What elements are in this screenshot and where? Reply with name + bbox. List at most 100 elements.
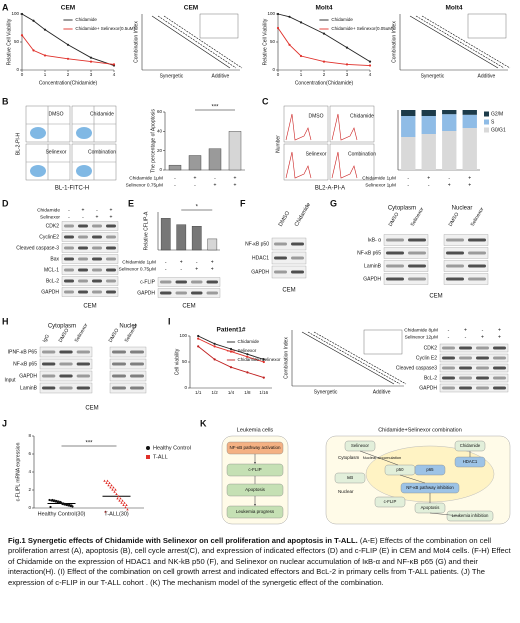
diagram-title: Chidamide+Selinexor combination: [378, 427, 462, 433]
chart-title: Patient1#: [217, 327, 246, 334]
band: [112, 362, 126, 366]
bar-segment: [462, 128, 477, 170]
band: [160, 291, 172, 295]
band: [76, 386, 90, 390]
blot-label: GAPDH: [363, 276, 381, 282]
point: [197, 334, 200, 338]
sign: -: [165, 259, 167, 265]
dot: [119, 497, 122, 500]
axis-title: Combination Index: [283, 337, 289, 379]
legend-marker: [146, 446, 150, 450]
blot-strip: [443, 260, 489, 272]
blot-strip: [39, 358, 93, 370]
axis-title: Synergetic: [160, 73, 184, 79]
caption-title: Fig.1 Synergetic effects of Chidamide wi…: [8, 536, 358, 545]
x-tick-label: 1/1: [195, 390, 202, 395]
band: [476, 356, 489, 360]
blot-strip: [61, 254, 119, 264]
point: [32, 49, 35, 52]
sign: -: [68, 214, 70, 220]
panel-label: D: [2, 198, 9, 208]
band: [476, 376, 489, 380]
band: [106, 268, 116, 272]
legend-label: Chidamide+Selinexor: [238, 357, 281, 362]
panel-label: F: [240, 198, 246, 208]
dot: [68, 503, 71, 507]
blot-label: CDK2: [46, 223, 60, 229]
dot: [70, 504, 73, 507]
band: [468, 238, 486, 242]
histogram-curve: [285, 113, 312, 141]
y-tick-label: 50: [270, 39, 276, 44]
node-box: [226, 505, 284, 519]
histogram-plot: [329, 105, 375, 143]
point: [89, 60, 93, 63]
y-tick-label: 0: [28, 505, 31, 510]
condition-label: Chidamide: [37, 207, 60, 213]
band: [64, 268, 74, 272]
group-label: Nuclear: [452, 206, 473, 212]
dot: [66, 503, 69, 506]
compartment-label: Cytoplasm: [338, 455, 360, 460]
bar: [188, 155, 202, 171]
sign: -: [465, 334, 467, 340]
y-tick-label: 0: [16, 67, 19, 72]
axis-title: Cell viability: [174, 348, 180, 375]
sign: +: [234, 175, 237, 181]
sign: +: [211, 259, 214, 265]
point: [213, 358, 216, 361]
band: [106, 235, 116, 239]
x-tick-label: 0: [21, 72, 24, 77]
cell-line: CEM: [85, 406, 98, 412]
axis-line: [163, 15, 243, 69]
blot-strip: [439, 363, 509, 373]
sign: +: [180, 259, 183, 265]
dot: [116, 497, 119, 500]
legend-label: Chidamide: [238, 339, 260, 344]
band: [42, 386, 56, 390]
band: [408, 238, 426, 242]
arrow: [429, 512, 461, 517]
dot: [51, 498, 54, 502]
blot-strip: [383, 247, 429, 259]
bar-segment: [401, 137, 416, 170]
axis-title: c-FLIPL mRNA expression: [15, 442, 21, 501]
axis-title: Additive: [212, 73, 230, 79]
bar: [160, 218, 171, 251]
band: [64, 257, 74, 261]
blot-strip: [61, 221, 119, 231]
point: [276, 12, 280, 16]
sign: +: [195, 266, 198, 272]
point: [299, 21, 303, 24]
panel-label: K: [200, 418, 207, 428]
point: [262, 358, 265, 361]
cell-line: CEM: [429, 294, 442, 300]
diagram-title: Leukemia cells: [237, 427, 274, 433]
blot-strip: [271, 265, 307, 279]
dot: [120, 501, 123, 504]
quadrant-label: Chidamide: [90, 111, 114, 117]
dot: [48, 498, 51, 502]
axis-title: Combination Index: [391, 21, 397, 63]
group-label: Input: [4, 377, 16, 383]
band: [291, 270, 304, 274]
band: [78, 279, 88, 283]
node-label: Selinexor: [351, 443, 369, 448]
compartment-label: Nuclear accumulation: [363, 455, 401, 460]
blot-label: c-FLIP: [140, 279, 155, 285]
band: [408, 277, 426, 281]
table-box: [199, 13, 239, 39]
point: [345, 46, 349, 49]
dot: [109, 486, 112, 489]
panel-label: E: [128, 198, 134, 208]
band: [130, 350, 144, 354]
point: [368, 60, 372, 63]
chart-title: Molt4: [446, 5, 463, 12]
legend-label: S: [491, 119, 495, 125]
sign: +: [481, 334, 484, 340]
band: [191, 280, 203, 284]
axis-line: [421, 15, 511, 69]
dot: [112, 486, 115, 489]
band: [206, 280, 218, 284]
x-tick-label: 1/8: [244, 390, 251, 395]
